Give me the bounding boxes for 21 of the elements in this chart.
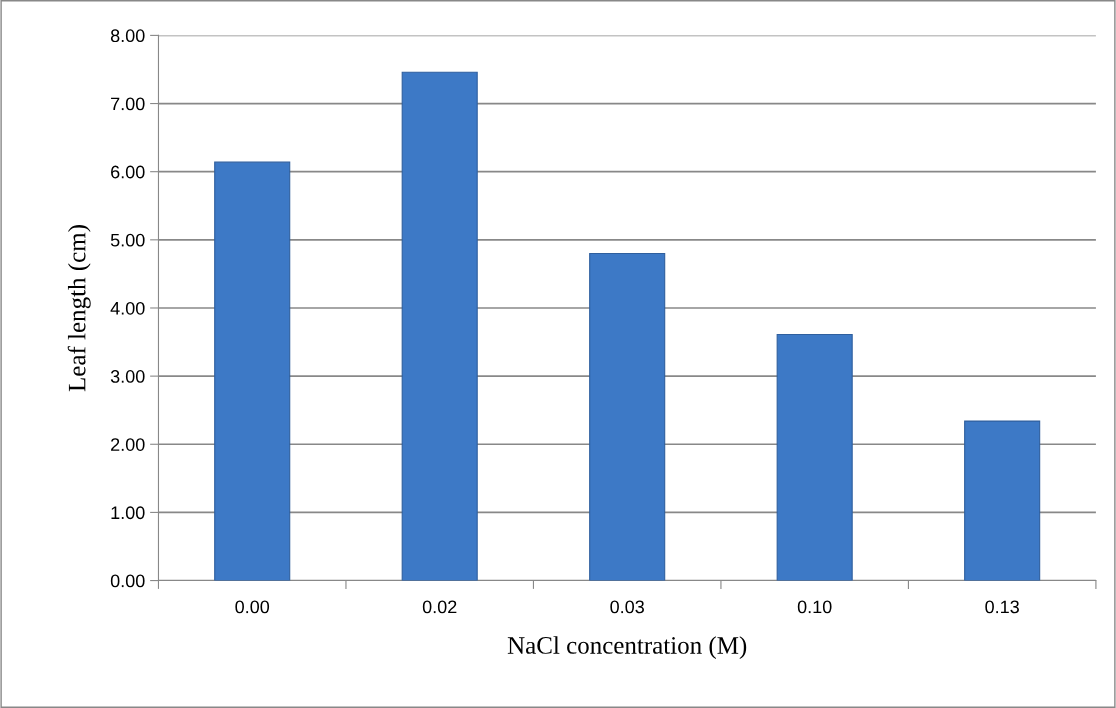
y-tick-label: 0.00 [110,574,145,588]
x-tick-label: 0.10 [797,600,832,614]
bar [776,334,853,581]
x-axis-title: NaCl concentration (M) [507,636,747,659]
bar [589,252,666,581]
x-tick-label: 0.00 [235,600,270,614]
x-tick-label: 0.03 [610,600,644,614]
y-tick-label: 4.00 [110,301,145,315]
y-tick-label: 6.00 [111,165,145,179]
y-axis-title: Leaf length (cm) [67,225,91,392]
bar [401,71,478,581]
x-tick-label: 0.13 [985,600,1019,614]
y-tick-label: 7.00 [111,97,145,111]
bar [964,420,1041,581]
y-tick-label: 1.00 [111,506,145,520]
x-tick-label: 0.02 [422,600,457,614]
y-tick-label: 3.00 [110,370,145,383]
y-tick-label: 8.00 [110,29,145,43]
y-tick-label: 2.00 [111,438,145,451]
y-tick-label: 5.00 [110,233,145,247]
bar [214,161,291,581]
